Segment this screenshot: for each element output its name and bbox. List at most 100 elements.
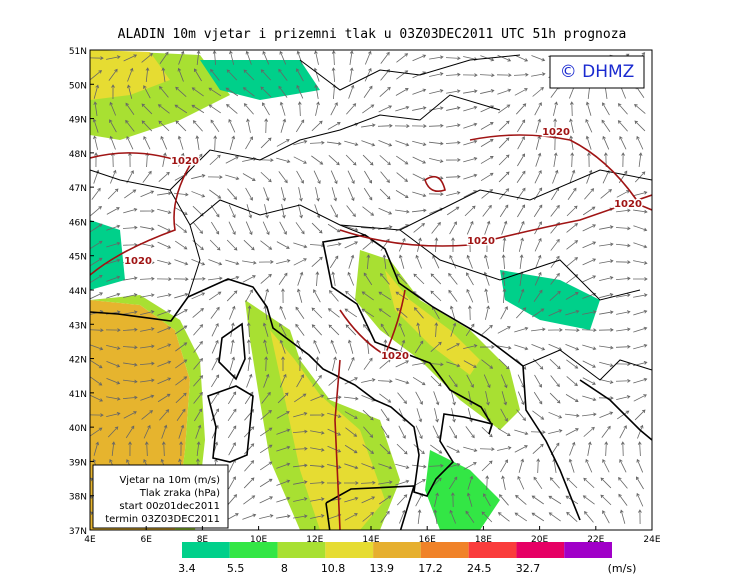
- wind-arrow: [106, 378, 121, 385]
- lat-label: 44N: [69, 287, 87, 297]
- wind-arrow: [446, 89, 461, 94]
- wind-arrow: [195, 424, 202, 439]
- wind-arrow: [210, 306, 220, 319]
- wind-arrow: [531, 327, 546, 332]
- wind-arrow: [127, 84, 133, 99]
- wind-arrow: [466, 288, 474, 303]
- wind-arrow: [123, 207, 138, 214]
- wind-arrow: [549, 392, 561, 404]
- wind-arrow: [616, 310, 631, 315]
- wind-arrow: [159, 85, 169, 98]
- wind-arrow: [465, 426, 475, 439]
- wind-arrow: [90, 427, 103, 437]
- wind-arrow: [484, 288, 489, 303]
- wind-arrow: [140, 378, 155, 383]
- wind-arrow: [450, 322, 457, 337]
- wind-arrow: [328, 324, 340, 336]
- wind-arrow: [619, 425, 627, 439]
- wind-arrow: [481, 460, 493, 472]
- wind-arrow: [242, 87, 255, 97]
- wind-arrow: [633, 326, 648, 333]
- wind-arrow: [157, 191, 172, 196]
- wind-arrow: [378, 308, 391, 318]
- wind-arrow: [448, 289, 458, 302]
- wind-arrow: [278, 171, 288, 184]
- colorbar-label: 24.5: [467, 562, 492, 575]
- wind-arrow: [619, 459, 627, 473]
- wind-arrow: [429, 158, 444, 163]
- wind-arrow: [140, 310, 155, 315]
- wind-arrow: [463, 360, 477, 368]
- wind-arrow: [450, 391, 456, 406]
- wind-arrow: [497, 54, 512, 62]
- wind-arrow: [311, 120, 323, 132]
- wind-arrow: [258, 260, 274, 264]
- wind-arrow: [534, 237, 542, 252]
- wind-arrow: [296, 374, 304, 388]
- wind-arrow: [280, 187, 286, 202]
- wind-arrow: [93, 135, 99, 150]
- wind-arrow: [363, 426, 374, 438]
- wind-arrow: [90, 344, 104, 351]
- wind-arrow: [122, 345, 138, 350]
- wind-arrow: [570, 152, 575, 168]
- wind-arrow: [309, 464, 325, 469]
- wind-arrow: [90, 413, 104, 417]
- wind-arrow: [292, 446, 308, 451]
- wind-arrow: [533, 391, 543, 405]
- lat-label: 39N: [69, 458, 87, 468]
- wind-arrow: [513, 72, 529, 77]
- wind-arrow: [191, 174, 206, 180]
- wind-arrow: [518, 237, 524, 252]
- wind-arrow: [349, 67, 354, 82]
- wind-arrow: [315, 101, 320, 116]
- wind-arrow: [125, 425, 135, 439]
- wind-arrow: [615, 226, 631, 231]
- wind-arrow: [448, 375, 458, 388]
- isobar: [90, 152, 192, 276]
- info-lines: Vjetar na 10m (m/s) Tlak zraka (hPa) start…: [105, 475, 220, 525]
- wind-arrow: [463, 105, 478, 112]
- wind-arrow: [585, 135, 592, 150]
- wind-arrow: [566, 359, 579, 369]
- wind-arrow: [175, 86, 187, 97]
- wind-arrow: [582, 412, 597, 417]
- wind-arrow: [279, 323, 287, 337]
- wind-arrow: [379, 86, 391, 97]
- wind-arrow: [278, 272, 288, 286]
- wind-arrow: [208, 87, 222, 97]
- wind-arrow: [311, 324, 323, 336]
- wind-arrow: [464, 205, 476, 217]
- wind-arrow: [124, 189, 137, 199]
- borders: [90, 54, 652, 381]
- wind-arrow: [549, 290, 561, 301]
- wind-arrow: [91, 187, 101, 200]
- wind-arrow: [264, 118, 269, 134]
- wind-arrow: [193, 375, 204, 387]
- wind-arrow: [569, 441, 576, 456]
- wind-arrow: [430, 341, 442, 353]
- wind-arrow: [245, 136, 253, 150]
- wind-arrow: [480, 172, 494, 182]
- wind-arrow: [432, 425, 440, 440]
- wind-arrow: [378, 140, 393, 147]
- wind-arrow: [448, 476, 458, 490]
- wind-arrow: [227, 494, 238, 506]
- wind-arrow: [599, 225, 614, 230]
- lon-label: 22E: [587, 535, 604, 545]
- wind-arrow: [143, 135, 151, 150]
- wind-arrow: [140, 226, 155, 231]
- wind-arrow: [157, 259, 172, 265]
- wind-arrow: [311, 256, 323, 267]
- wind-arrow: [296, 339, 304, 354]
- wind-arrow: [331, 67, 336, 83]
- wind-arrow: [312, 374, 322, 387]
- wind-arrow: [463, 139, 478, 146]
- wind-arrow: [292, 463, 308, 468]
- wind-arrow: [243, 477, 255, 489]
- wind-arrow: [157, 293, 172, 298]
- wind-arrow: [106, 55, 121, 60]
- wind-arrow: [394, 124, 410, 128]
- wind-arrow: [128, 441, 132, 457]
- wind-arrow: [331, 50, 336, 66]
